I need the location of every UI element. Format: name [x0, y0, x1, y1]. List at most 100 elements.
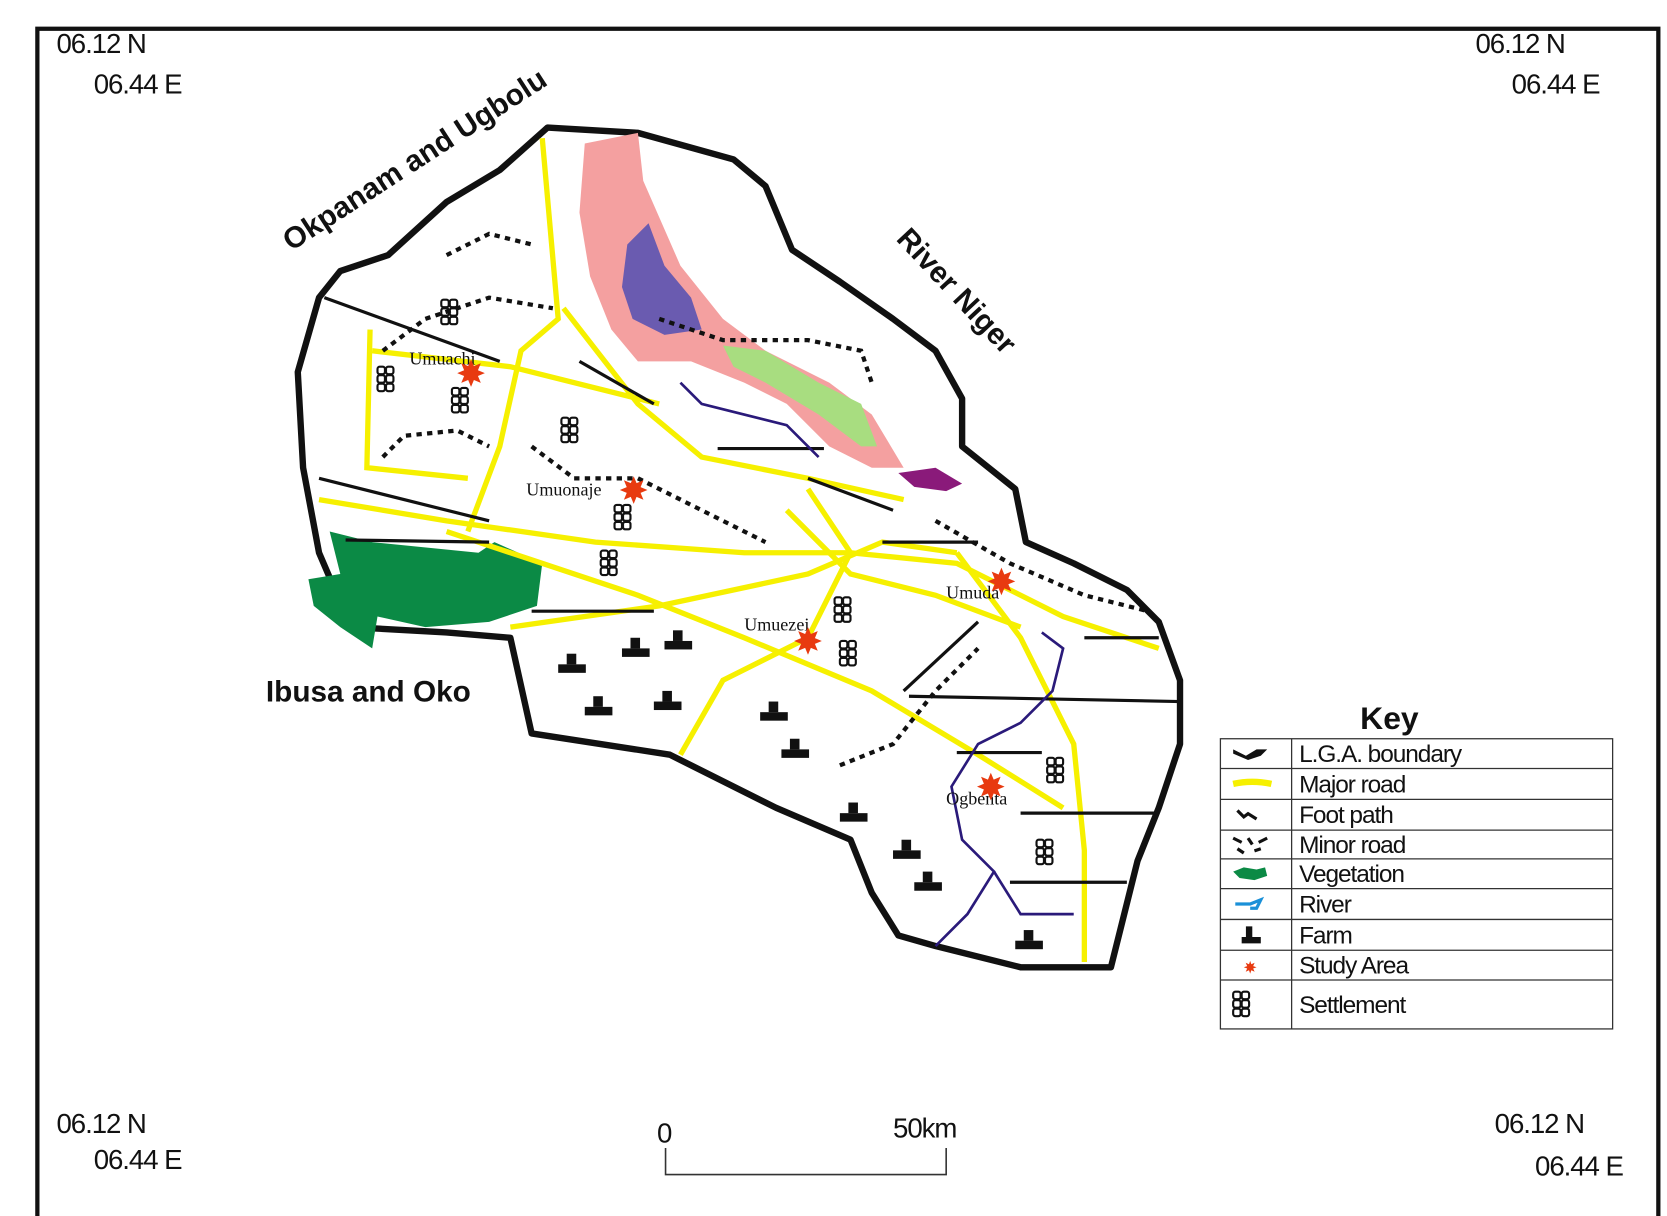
key: L.G.A. boundary Major road Foot path Minor … — [1219, 738, 1614, 1030]
map-features — [294, 124, 1184, 971]
corner-lat: 06.12 N — [1495, 1108, 1584, 1139]
major-road — [509, 539, 958, 630]
scale-bar — [664, 1147, 947, 1176]
major-road — [364, 329, 469, 481]
farm-icon — [664, 640, 693, 650]
settlement-cell — [448, 315, 459, 326]
foot-path — [658, 316, 874, 384]
farm-icon — [901, 839, 912, 851]
settlement-cell — [842, 613, 852, 623]
frame — [35, 26, 1661, 1216]
major-road — [465, 137, 561, 533]
corner-lon: 06.44 E — [1512, 69, 1600, 100]
corner-lat: 06.12 N — [1476, 28, 1565, 59]
key-symbol — [1243, 960, 1257, 974]
settlement-cell — [847, 656, 857, 667]
vegetation — [308, 531, 543, 649]
grassland — [722, 345, 878, 447]
farm-icon — [914, 882, 942, 891]
floodplain — [579, 132, 904, 468]
farm-icon — [781, 749, 810, 758]
settlement-cell — [1043, 855, 1054, 866]
corner-lon: 06.44 E — [94, 1144, 182, 1175]
key-item-label: Farm — [1299, 922, 1352, 949]
study-area-star — [619, 476, 648, 504]
settlement-cell — [1054, 773, 1065, 784]
key-symbol — [1232, 836, 1268, 855]
key-symbol — [1236, 809, 1258, 821]
minor-road — [345, 538, 490, 544]
study-area-star — [794, 627, 822, 655]
settlement-cell — [621, 520, 632, 531]
place-label: Umuda — [946, 582, 999, 602]
study-area-star — [987, 567, 1016, 596]
farm-icon — [789, 738, 800, 750]
foot-path — [530, 444, 767, 544]
foot-path — [381, 428, 491, 459]
scale-start: 0 — [657, 1118, 672, 1149]
settlement-cell — [568, 433, 579, 444]
minor-road — [807, 476, 894, 512]
farm-icon — [653, 701, 682, 711]
farm-icon — [839, 813, 868, 822]
river — [992, 870, 1074, 916]
place-label: Umuachi — [409, 349, 475, 369]
farm-icon — [672, 630, 683, 641]
key-symbol — [1235, 896, 1265, 910]
major-roads — [318, 137, 1160, 962]
river — [934, 631, 1065, 947]
key-symbol — [1233, 867, 1268, 881]
major-road — [561, 306, 905, 503]
farm-icon — [593, 696, 603, 707]
lga-area — [294, 124, 1184, 971]
farm-icon — [1023, 930, 1034, 941]
study-area-markers — [457, 359, 1016, 801]
settlement-cell — [384, 382, 395, 393]
key-item-label: L.G.A. boundary — [1299, 741, 1463, 768]
key-title: Key — [1360, 700, 1419, 736]
settlement-cell — [1240, 1007, 1251, 1018]
farm-icon — [566, 653, 577, 665]
corner-lat: 06.12 N — [56, 1108, 145, 1139]
key-symbol — [1232, 778, 1273, 788]
key-item-label: Major road — [1299, 771, 1406, 798]
scale-end: 50km — [893, 1112, 956, 1143]
farm-icon — [922, 871, 933, 883]
farm-icon — [662, 690, 672, 702]
key-box — [1219, 738, 1614, 1030]
region-label: Ibusa and Oko — [266, 676, 471, 709]
minor-road — [323, 296, 501, 363]
farm-icon — [584, 706, 613, 716]
major-road — [318, 496, 1160, 651]
major-road — [445, 528, 1065, 811]
major-road — [954, 551, 1088, 962]
major-road — [371, 348, 660, 407]
key-item-label: Foot path — [1299, 802, 1393, 829]
major-road — [784, 508, 1022, 630]
key-item-label: Study Area — [1299, 953, 1409, 980]
key-item-label: Vegetation — [1299, 861, 1404, 888]
settlement-cell — [608, 566, 618, 577]
farm-icon — [760, 712, 788, 721]
place-label: Umuonaje — [526, 479, 601, 499]
corner-lon: 06.44 E — [94, 69, 182, 100]
farm-icon — [630, 637, 641, 649]
farm-icon — [768, 701, 779, 713]
minor-road — [318, 476, 490, 523]
corner-lat: 06.12 N — [56, 28, 145, 59]
key-symbol — [1241, 926, 1261, 944]
rivers — [679, 381, 1074, 947]
farm-icon — [621, 648, 650, 657]
place-label: Umuezei — [744, 614, 809, 634]
study-area-star — [457, 359, 485, 387]
farm-icon — [1015, 940, 1043, 950]
key-item-label: Settlement — [1299, 992, 1406, 1019]
farm-icon — [848, 802, 858, 814]
lake — [621, 223, 702, 335]
study-area-star — [976, 772, 1005, 801]
farm-icon — [558, 664, 586, 673]
settlement-cell — [459, 403, 469, 414]
key-item-label: River — [1299, 892, 1352, 919]
